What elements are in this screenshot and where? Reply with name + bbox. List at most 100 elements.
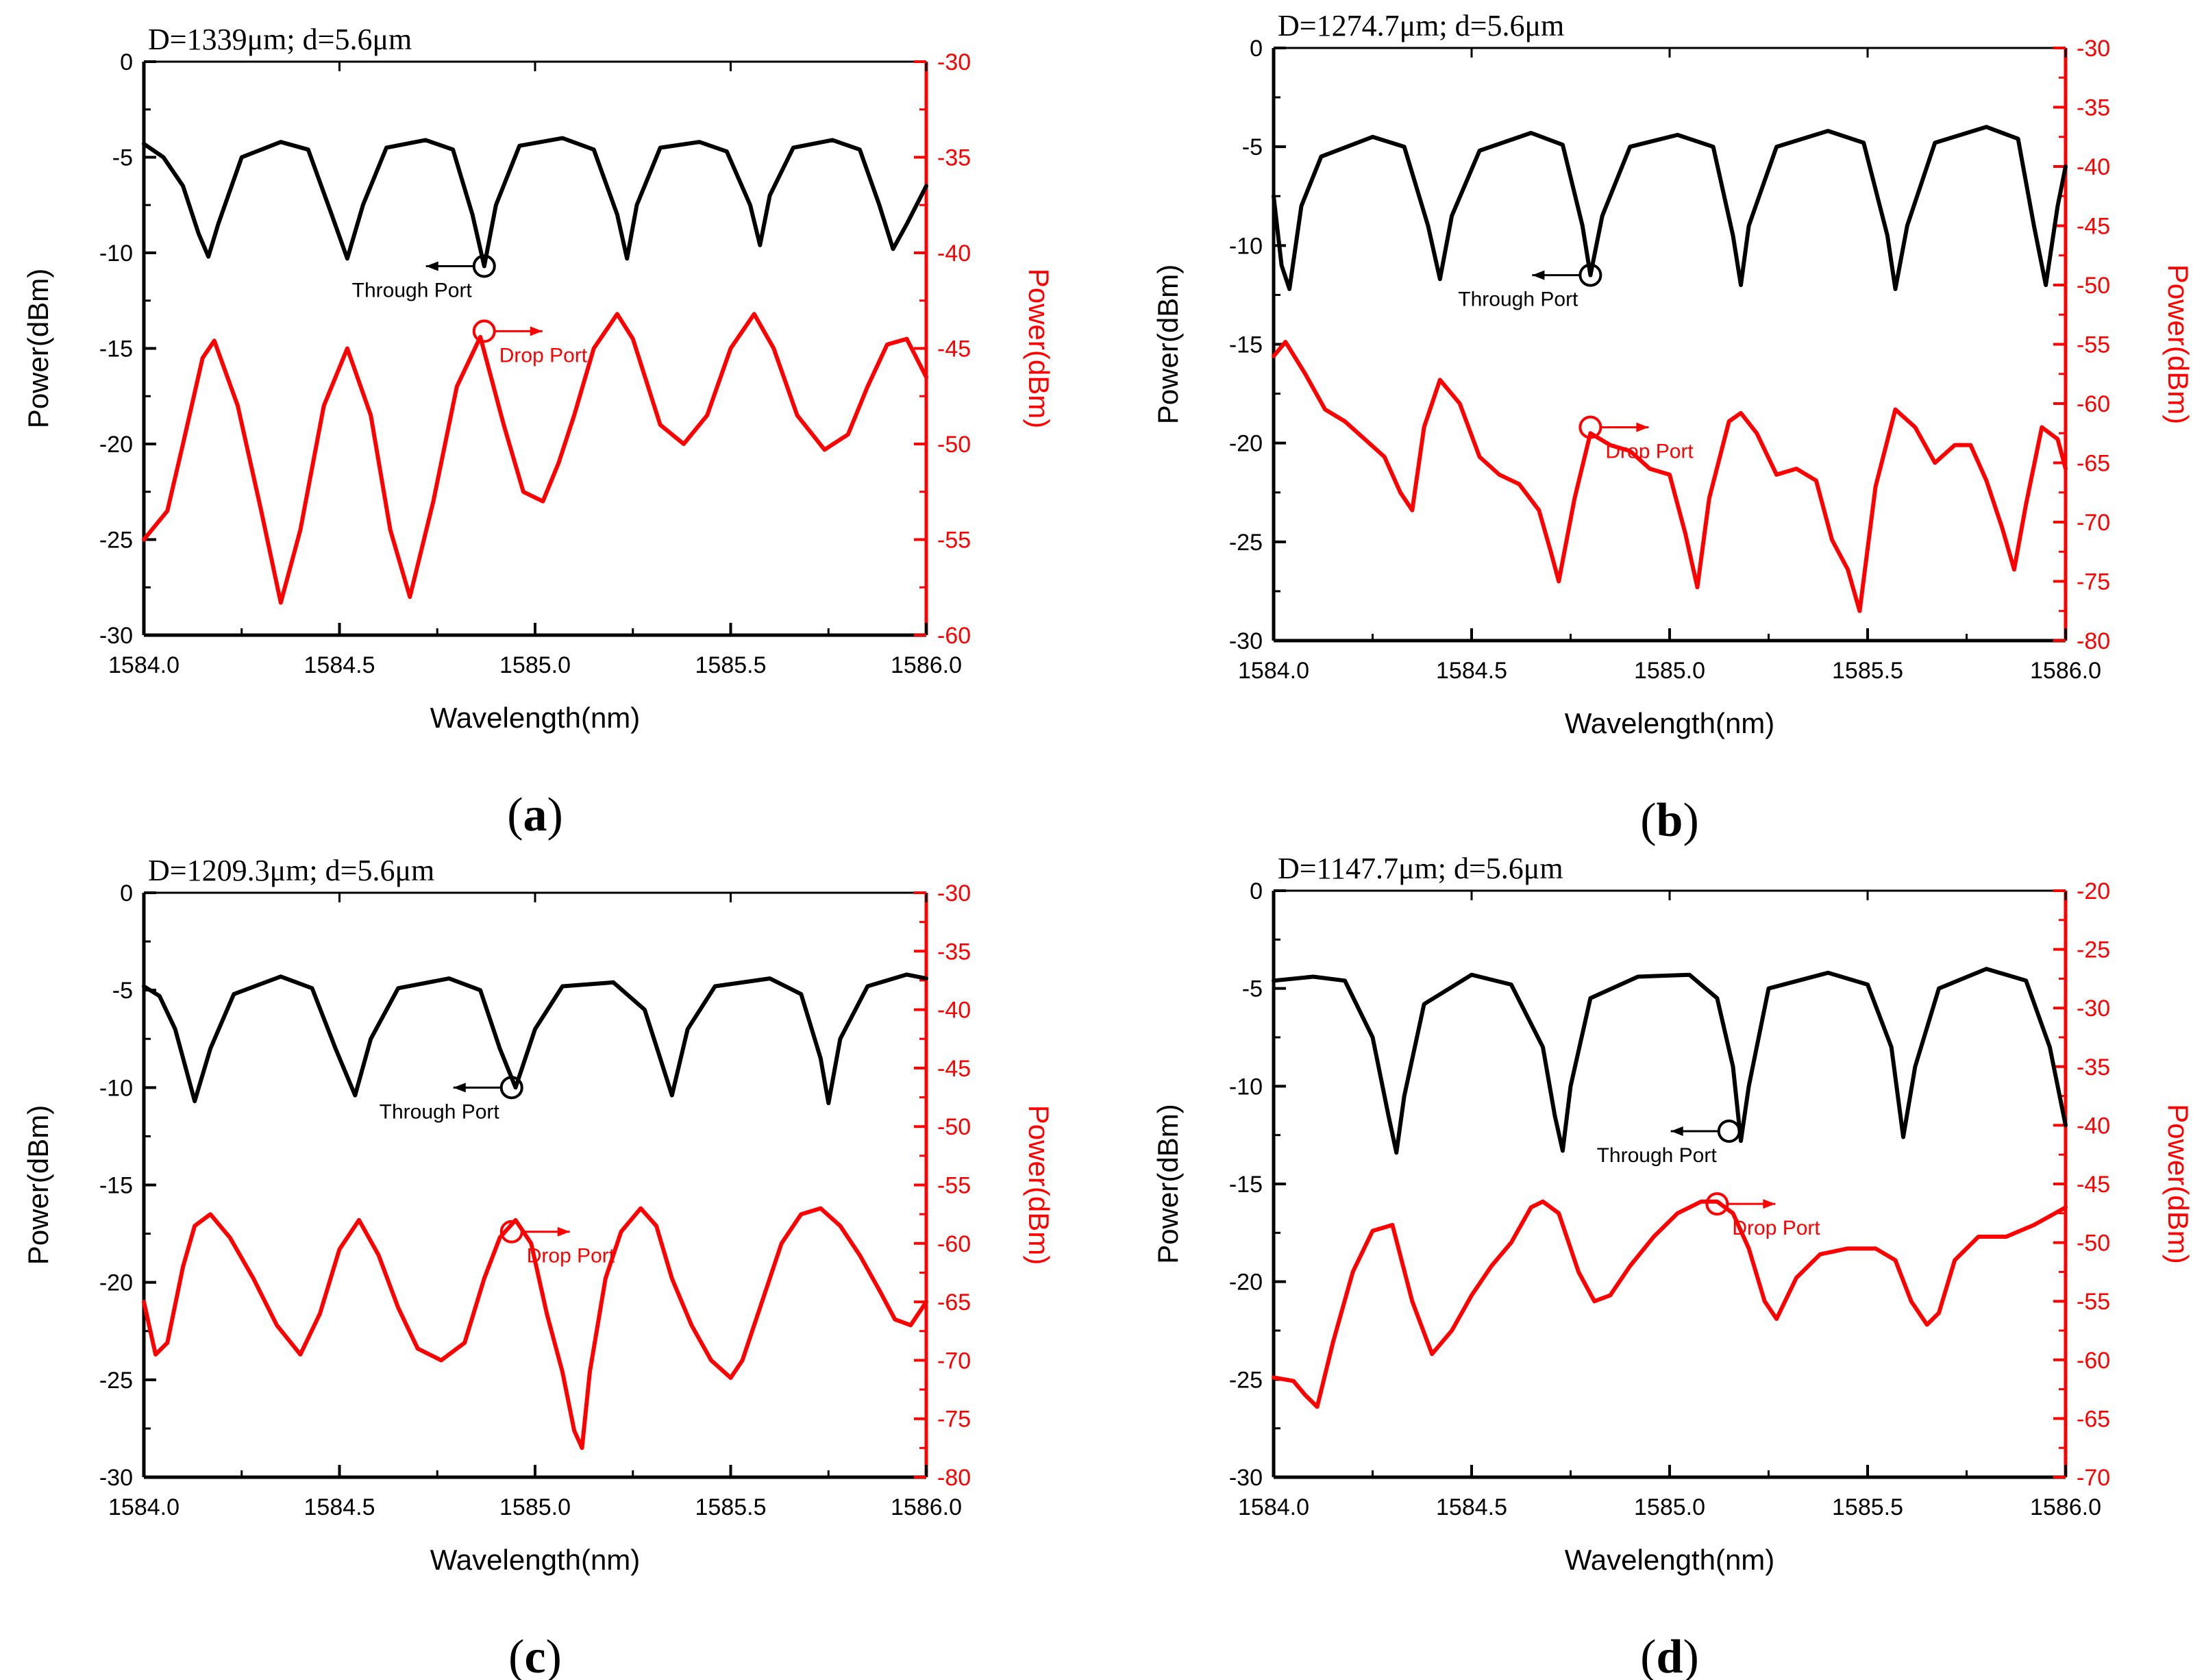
x-tick-label: 1586.0: [2030, 1494, 2101, 1520]
y2-tick-label: -55: [2077, 1289, 2110, 1315]
y-tick-label: -5: [1242, 134, 1263, 160]
through-port-line: [1272, 125, 2068, 291]
x-tick-label: 1585.5: [695, 652, 767, 678]
drop-port-line: [142, 312, 928, 605]
y-tick-label: -30: [1229, 628, 1263, 654]
x-tick-label: 1586.0: [2030, 658, 2101, 684]
y2-tick-label: -70: [2077, 1465, 2110, 1491]
x-tick-label: 1585.0: [499, 1494, 571, 1520]
y2-tick-label: -50: [937, 1114, 971, 1140]
y2-tick-label: -35: [2077, 95, 2110, 121]
y-tick-label: -15: [1229, 332, 1263, 358]
x-tick-label: 1584.5: [1436, 1494, 1507, 1520]
caption-close-paren: ): [1683, 1631, 1698, 1680]
x-tick-label: 1584.0: [108, 652, 179, 678]
y2-tick-label: -45: [937, 336, 971, 362]
y2-tick-label: -35: [937, 939, 971, 965]
caption-open-paren: (: [1640, 1631, 1656, 1680]
caption-letter: a: [523, 789, 547, 841]
panel-caption: (d): [1640, 1631, 1699, 1680]
y2-tick-label: -50: [937, 432, 971, 458]
y-tick-label: -30: [1229, 1465, 1263, 1491]
y-tick-label: -25: [1229, 530, 1263, 556]
x-tick-label: 1585.0: [1634, 1494, 1705, 1520]
y2-tick-label: -40: [2077, 154, 2110, 180]
y-tick-label: -20: [1229, 1270, 1263, 1296]
arrow-head: [530, 326, 543, 336]
caption-letter: d: [1657, 1631, 1683, 1680]
panel-title: D=1147.7μm; d=5.6μm: [1278, 852, 1563, 885]
y2-tick-label: -30: [937, 880, 971, 906]
y-tick-label: -5: [1242, 976, 1263, 1002]
x-tick-label: 1585.0: [499, 652, 571, 678]
y-tick-label: -15: [99, 1173, 133, 1199]
marker-circle: [1717, 1119, 1741, 1143]
y-tick-label: -20: [99, 432, 133, 458]
x-tick-label: 1585.0: [1634, 658, 1705, 684]
y2-tick-label: -35: [937, 145, 971, 171]
x-tick-label: 1584.0: [1238, 658, 1309, 684]
y2-tick-label: -55: [2077, 332, 2110, 358]
through-port-label: Through Port: [380, 1100, 500, 1123]
through-port-label: Through Port: [1597, 1144, 1718, 1167]
y-tick-label: -10: [1229, 233, 1263, 259]
panel-title: D=1274.7μm; d=5.6μm: [1278, 9, 1564, 42]
x-tick-label: 1584.5: [1436, 658, 1507, 684]
y2-tick-label: -30: [937, 49, 971, 75]
y2-tick-label: -75: [2077, 569, 2110, 595]
chart-panel-a: 1584.0 1584.5 1585.0 1585.5 1586.0 0 -5 -10 -15 -…: [22, 23, 1055, 841]
y-tick-label: 0: [120, 880, 133, 906]
caption-close-paren: ): [547, 789, 563, 841]
y2-tick-label: -55: [937, 528, 971, 554]
y2-tick-label: -55: [937, 1173, 971, 1199]
arrow-head: [425, 261, 438, 271]
y-tick-label: -25: [1229, 1367, 1263, 1393]
through-port-line: [142, 972, 928, 1106]
arrow-head: [453, 1083, 466, 1093]
y-axis-title: Power(dBm): [22, 1105, 54, 1265]
arrow-head: [1636, 422, 1649, 432]
y2-tick-label: -70: [2077, 510, 2110, 536]
y2-tick-label: -60: [2077, 391, 2110, 417]
x-tick-label: 1584.0: [108, 1494, 179, 1520]
y2-tick-label: -65: [937, 1289, 971, 1315]
y2-tick-label: -65: [2077, 1406, 2110, 1432]
panel-caption: (a): [507, 789, 563, 841]
y2-axis-title: Power(dBm): [1023, 1105, 1055, 1265]
y-axis-title: Power(dBm): [22, 269, 54, 428]
y2-tick-label: -80: [937, 1465, 971, 1491]
panel-title: D=1339μm; d=5.6μm: [148, 23, 412, 56]
chart-panel-d: 1584.0 1584.5 1585.0 1585.5 1586.0 0 -5 -10 -15 -…: [1152, 852, 2194, 1680]
chart-panel-c: 1584.0 1584.5 1585.0 1585.5 1586.0 0 -5 -10 -15 -…: [22, 854, 1055, 1680]
drop-port-line: [1272, 340, 2068, 613]
y-axis-title: Power(dBm): [1152, 264, 1184, 424]
y-tick-label: 0: [120, 49, 133, 75]
y-tick-label: -25: [99, 1368, 133, 1394]
x-tick-label: 1586.0: [891, 652, 962, 678]
arrow-head: [1763, 1199, 1776, 1209]
y-tick-label: -30: [99, 623, 133, 649]
caption-letter: c: [524, 1631, 545, 1680]
x-tick-label: 1585.5: [1832, 1494, 1903, 1520]
caption-open-paren: (: [507, 789, 523, 841]
y2-tick-label: -45: [937, 1056, 971, 1082]
x-tick-label: 1585.5: [695, 1494, 767, 1520]
panel-caption: (c): [508, 1631, 562, 1680]
chart-panel-b: 1584.0 1584.5 1585.0 1585.5 1586.0 0 -5 -10 -15 -…: [1152, 9, 2194, 847]
marker-circle: [472, 319, 496, 343]
y-axis-title: Power(dBm): [1152, 1104, 1184, 1263]
y-tick-label: -25: [99, 528, 133, 554]
y-tick-label: -10: [99, 1075, 133, 1101]
caption-close-paren: ): [1683, 794, 1698, 847]
through-port-line: [142, 136, 928, 269]
y2-tick-label: -50: [2077, 273, 2110, 299]
y-tick-label: -10: [1229, 1074, 1263, 1100]
y2-tick-label: -40: [937, 998, 971, 1024]
x-tick-label: 1584.5: [304, 1494, 375, 1520]
x-axis-title: Wavelength(nm): [1565, 1544, 1775, 1576]
y2-tick-label: -35: [2077, 1054, 2110, 1080]
x-axis-title: Wavelength(nm): [430, 1544, 641, 1576]
y2-tick-label: -65: [2077, 451, 2110, 477]
y-tick-label: -15: [99, 336, 133, 362]
